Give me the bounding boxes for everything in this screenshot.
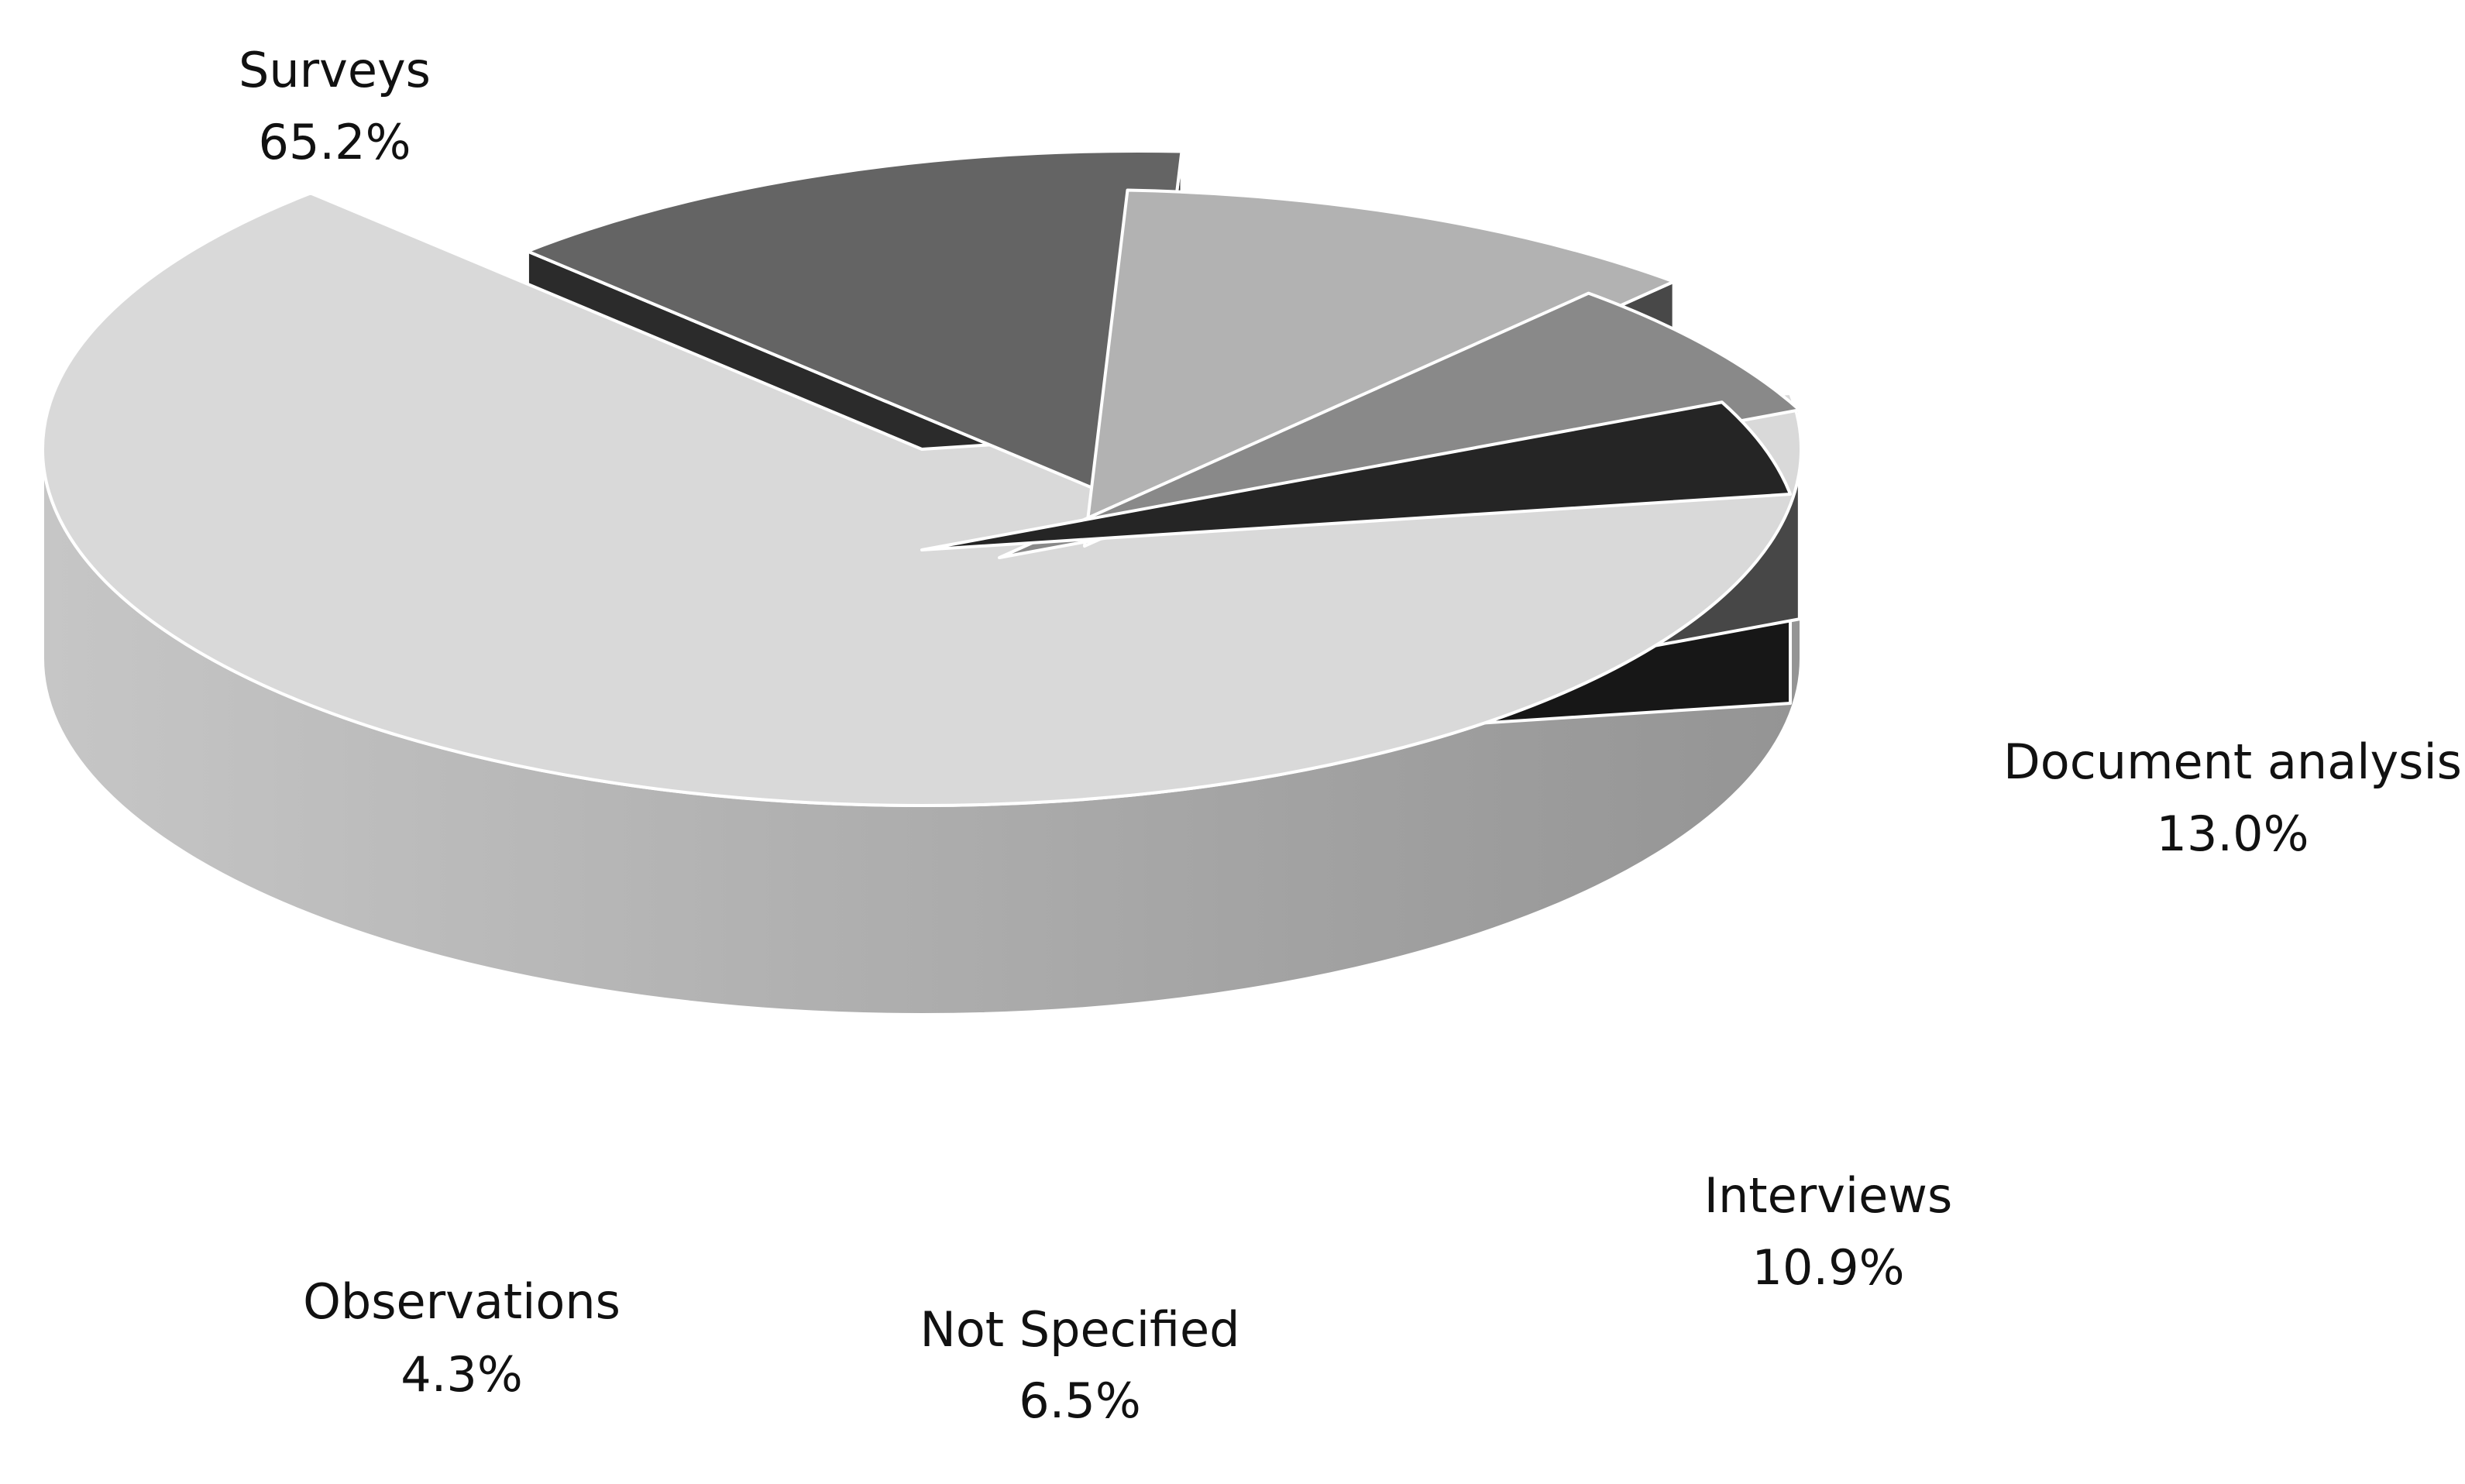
slice-label-value: 10.9%	[1752, 1239, 1905, 1296]
slice-label-observations: Observations 4.3%	[303, 1273, 621, 1403]
slice-label-name: Observations	[303, 1273, 621, 1330]
slice-label-not-specified: Not Specified 6.5%	[920, 1301, 1239, 1429]
slice-top-surveys	[41, 191, 1803, 807]
slice-top-not-specified	[998, 291, 1801, 559]
slice-label-value: 4.3%	[401, 1346, 523, 1403]
slice-label-name: Not Specified	[920, 1301, 1239, 1358]
slice-label-value: 13.0%	[2157, 806, 2309, 862]
pie-slice-tops	[41, 149, 1803, 807]
slice-top-observations	[920, 400, 1793, 551]
slice-label-name: Interviews	[1704, 1167, 1953, 1224]
slice-label-value: 6.5%	[1019, 1372, 1141, 1429]
slice-top-document-analysis	[525, 149, 1184, 509]
slice-label-interviews: Interviews 10.9%	[1704, 1167, 1953, 1296]
slice-label-name: Document analysis	[2003, 733, 2462, 790]
slice-label-surveys: Surveys 65.2%	[239, 42, 431, 170]
slice-label-name: Surveys	[239, 42, 431, 98]
slice-label-value: 65.2%	[259, 114, 411, 170]
slice-label-document-analysis: Document analysis 13.0%	[2003, 733, 2462, 862]
